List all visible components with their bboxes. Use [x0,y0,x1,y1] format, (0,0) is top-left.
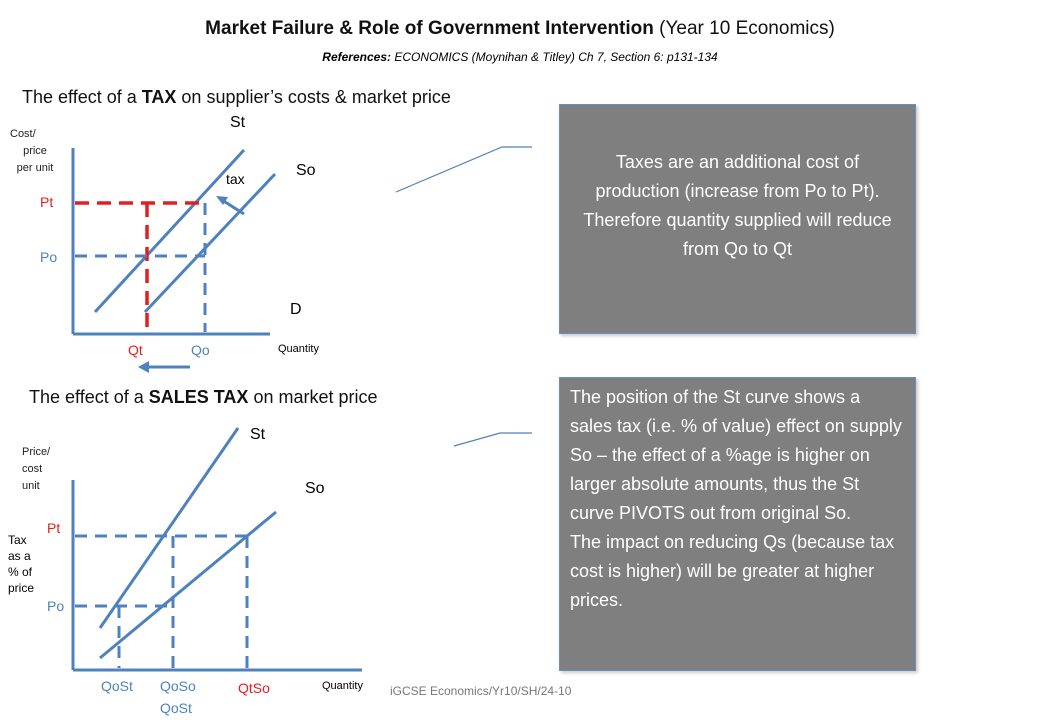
y-label-line: unit [22,480,40,492]
page-title: Market Failure & Role of Government Inte… [0,18,1040,40]
tax-label-line: as a [8,549,31,563]
tax-label-line: price [8,581,35,595]
diagram2-heading-pre: The effect of a [29,387,149,407]
references: References: ECONOMICS (Moynihan & Titley… [0,50,1040,64]
d1-x-axis-label: Quantity [278,343,319,355]
references-label: References: [322,50,391,64]
explanation-box-sales-tax-body: The position of the St curve shows a sal… [560,378,915,615]
explanation-box-sales-tax: The position of the St curve shows a sal… [559,377,916,671]
d1-tax-arrowhead [216,196,228,205]
d1-po-label: Po [40,249,58,265]
d2-so-curve [99,510,277,660]
diagram1-y-axis-label: Cost/ price per unit [5,126,65,177]
d1-qt-label: Qt [128,342,143,358]
callout-line-2 [453,432,532,447]
y-label-line: Price/ [22,446,51,458]
d1-pt-label: Pt [40,194,54,210]
diagram2-heading-bold: SALES TAX [148,387,249,407]
diagram1-heading-pre: The effect of a [22,87,142,107]
d1-so-curve [143,172,277,314]
diagram1-heading: The effect of a TAX on supplier’s costs … [22,87,451,108]
d1-so-label: So [296,162,316,179]
d1-d-label: D [290,301,302,318]
diagram2-heading-post: on market price [248,387,378,407]
d1-st-label: St [230,114,246,131]
d2-st-label: St [250,426,266,443]
d1-st-curve [93,148,246,314]
d1-quantity-arrowhead [138,361,149,373]
d2-pt-label: Pt [47,520,61,536]
d2-so-label: So [305,480,325,497]
d2-qtso-label: QtSo [238,680,270,696]
callout-line-1 [395,146,532,193]
d2-po-label: Po [47,598,65,614]
d1-tax-label: tax [226,171,245,187]
d2-qost-label: QoSt [101,678,133,694]
diagram1-heading-bold: TAX [141,87,177,107]
title-main: Market Failure & Role of Government Inte… [205,18,654,39]
diagram1-heading-post: on supplier’s costs & market price [176,87,451,107]
d1-tax-arrow [221,198,245,216]
explanation-box-tax-text: Taxes are an additional cost of producti… [583,152,892,259]
explanation-box-sales-tax-text-2: The impact on reducing Qs (because tax c… [570,532,895,610]
d2-qost2-label: QoSt [160,700,192,716]
tax-label-line: % of [8,565,33,579]
explanation-box-sales-tax-text-1: The position of the St curve shows a sal… [570,387,902,523]
footer: iGCSE Economics/Yr10/SH/24-10 [390,684,572,698]
tax-label-line: Tax [8,533,27,547]
d2-x-axis-label: Quantity [322,680,363,692]
d2-qoso-label: QoSo [160,678,196,694]
d2-st-curve [98,427,240,629]
d2-tax-percent-label: Tax as a % of price [8,532,34,596]
y-label-line: cost [22,463,43,475]
d1-qo-label: Qo [191,342,210,358]
y-label-line: Cost/ [10,128,36,140]
y-label-line: price [23,145,47,157]
explanation-box-tax: Taxes are an additional cost of producti… [559,104,916,334]
title-sub: (Year 10 Economics) [659,18,835,39]
diagram2-y-axis-label: Price/ cost unit [22,444,58,495]
references-text: ECONOMICS (Moynihan & Titley) Ch 7, Sect… [394,50,718,64]
diagram2-heading: The effect of a SALES TAX on market pric… [29,387,378,408]
y-label-line: per unit [16,162,54,174]
